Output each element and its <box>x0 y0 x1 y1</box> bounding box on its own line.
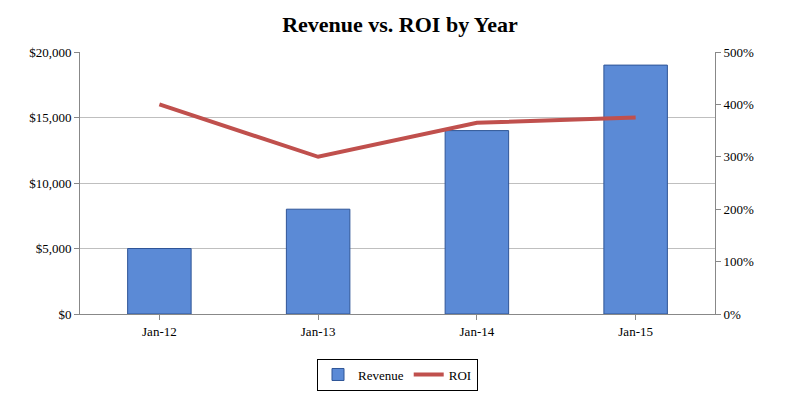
svg-text:Jan-15: Jan-15 <box>618 324 653 339</box>
svg-text:$5,000: $5,000 <box>36 241 72 256</box>
svg-text:Jan-12: Jan-12 <box>142 324 177 339</box>
svg-text:$15,000: $15,000 <box>29 110 71 125</box>
svg-text:300%: 300% <box>724 149 755 164</box>
svg-text:ROI: ROI <box>449 368 471 383</box>
svg-text:Revenue: Revenue <box>358 368 404 383</box>
svg-text:400%: 400% <box>724 97 755 112</box>
svg-text:100%: 100% <box>724 254 755 269</box>
svg-text:Jan-13: Jan-13 <box>301 324 336 339</box>
svg-text:Jan-14: Jan-14 <box>460 324 495 339</box>
svg-text:Revenue vs. ROI by Year: Revenue vs. ROI by Year <box>282 12 518 37</box>
svg-text:500%: 500% <box>724 45 755 60</box>
svg-text:$0: $0 <box>58 307 71 322</box>
svg-text:0%: 0% <box>724 307 742 322</box>
svg-text:200%: 200% <box>724 202 755 217</box>
svg-text:$20,000: $20,000 <box>29 45 71 60</box>
svg-text:$10,000: $10,000 <box>29 176 71 191</box>
